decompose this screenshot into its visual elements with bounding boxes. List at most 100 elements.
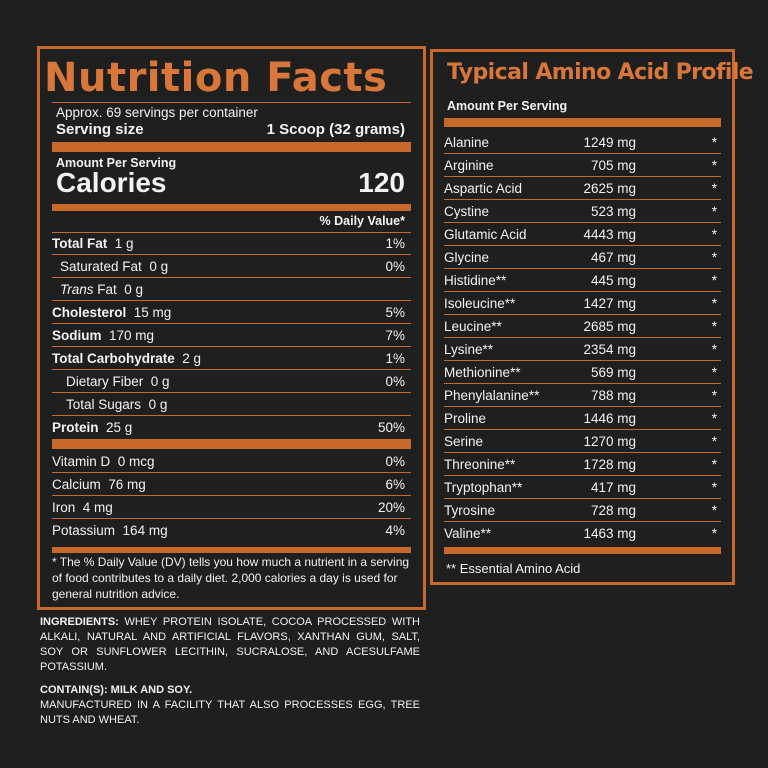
ingredients-text: WHEY PROTEIN ISOLATE, COCOA PROCESSED WI… [40, 616, 420, 673]
nutrient-name: Total Sugars [66, 397, 142, 412]
nutrient-amount: 25 g [106, 420, 133, 435]
amino-acid-row: Methionine** 569 mg * [444, 361, 721, 384]
amino-acid-row: Arginine 705 mg * [444, 154, 721, 177]
nutrient-row: Sodium 170 mg 7% [52, 324, 411, 347]
row-divider [52, 472, 411, 473]
amino-acid-dv-mark: * [711, 342, 717, 357]
amount-per-serving: Amount Per Serving [56, 156, 177, 170]
amino-acid-dv-mark: * [711, 457, 717, 472]
nutrient-label: Cholesterol 15 mg [52, 305, 171, 320]
amino-acid-name: Histidine** [444, 273, 507, 288]
amino-acid-row: Glycine 467 mg * [444, 246, 721, 269]
amino-acid-name: Tyrosine [444, 503, 496, 518]
amino-acid-name: Arginine [444, 158, 494, 173]
amino-acid-row: Leucine** 2685 mg * [444, 315, 721, 338]
nutrient-daily-value: 0% [385, 374, 405, 389]
nutrient-daily-value: 1% [385, 351, 405, 366]
row-divider [52, 518, 411, 519]
amino-acid-row: Glutamic Acid 4443 mg * [444, 223, 721, 246]
amino-acid-panel: Typical Amino Acid Profile Amount Per Se… [430, 49, 754, 585]
row-divider [444, 452, 721, 453]
row-divider [444, 475, 721, 476]
ingredients-paragraph: INGREDIENTS: WHEY PROTEIN ISOLATE, COCOA… [40, 615, 420, 675]
medium-divider [444, 547, 721, 554]
serving-size-label: Serving size [56, 121, 144, 138]
nutrient-label: Total Fat 1 g [52, 236, 134, 251]
vitamin-label: Potassium 164 mg [52, 523, 168, 538]
row-divider [444, 153, 721, 154]
vitamin-amount: 4 mg [82, 500, 113, 515]
nutrient-daily-value: 50% [377, 420, 405, 435]
amino-acid-amount: 569 mg [590, 365, 636, 380]
essential-amino-footnote: ** Essential Amino Acid [446, 561, 581, 576]
nutrient-row: Cholesterol 15 mg 5% [52, 301, 411, 324]
nutrient-row: Total Fat 1 g 1% [52, 232, 411, 255]
amino-acid-name: Cystine [444, 204, 490, 219]
amino-acid-amount: 2625 mg [583, 181, 636, 196]
row-divider [52, 495, 411, 496]
nutrient-row: Protein 25 g 50% [52, 416, 411, 439]
row-divider [444, 337, 721, 338]
row-divider [52, 392, 411, 393]
amino-acid-amount: 523 mg [590, 204, 636, 219]
row-divider [444, 406, 721, 407]
nutrient-row: Dietary Fiber 0 g 0% [52, 370, 411, 393]
amino-acid-row: Histidine** 445 mg * [444, 269, 721, 292]
amino-acid-amount: 445 mg [590, 273, 636, 288]
row-divider [52, 323, 411, 324]
amino-acid-dv-mark: * [711, 411, 717, 426]
amino-acid-name: Lysine** [444, 342, 494, 357]
vitamin-daily-value: 20% [377, 500, 405, 515]
nutrient-label: Sodium 170 mg [52, 328, 154, 343]
amino-acid-row: Isoleucine** 1427 mg * [444, 292, 721, 315]
vitamin-amount: 0 mcg [117, 454, 155, 469]
vitamin-name: Vitamin D [52, 454, 111, 469]
row-divider [444, 314, 721, 315]
vitamin-daily-value: 6% [385, 477, 405, 492]
vitamin-daily-value: 0% [385, 454, 405, 469]
vitamin-label: Iron 4 mg [52, 500, 113, 515]
row-divider [444, 199, 721, 200]
amino-acid-name: Proline [444, 411, 487, 426]
nutrient-amount: 15 mg [133, 305, 172, 320]
contains-allergens: CONTAIN(S): MILK AND SOY. [40, 684, 193, 696]
amino-acid-dv-mark: * [711, 204, 717, 219]
nutrient-row: Saturated Fat 0 g 0% [52, 255, 411, 278]
nutrition-facts-panel: Nutrition Facts Approx. 69 servings per … [37, 46, 426, 610]
row-divider [444, 222, 721, 223]
amino-acid-row: Lysine** 2354 mg * [444, 338, 721, 361]
amino-acid-amount: 1427 mg [583, 296, 636, 311]
medium-divider [52, 547, 411, 553]
servings-per-container: Approx. 69 servings per container [56, 105, 258, 120]
row-divider [444, 291, 721, 292]
nutrient-row: Trans Fat 0 g [52, 278, 411, 301]
amino-acid-amount: 2685 mg [583, 319, 636, 334]
amino-acid-dv-mark: * [711, 227, 717, 242]
amino-acid-name: Glycine [444, 250, 490, 265]
amino-acid-amount: 728 mg [590, 503, 636, 518]
nutrient-label: Saturated Fat 0 g [52, 259, 168, 274]
vitamin-row: Potassium 164 mg 4% [52, 519, 411, 542]
amino-acid-row: Tryptophan** 417 mg * [444, 476, 721, 499]
amino-acid-name: Isoleucine** [444, 296, 516, 311]
nutrient-amount: 0 g [149, 259, 169, 274]
nutrient-row: Total Sugars 0 g [52, 393, 411, 416]
row-divider [444, 521, 721, 522]
amino-acid-dv-mark: * [711, 250, 717, 265]
row-divider [52, 415, 411, 416]
vitamin-row: Iron 4 mg 20% [52, 496, 411, 519]
amino-acid-row: Serine 1270 mg * [444, 430, 721, 453]
amino-acid-name: Phenylalanine** [444, 388, 540, 403]
amino-acid-name: Leucine** [444, 319, 502, 334]
nutrient-name: Protein [52, 420, 99, 435]
amino-acid-amount: 788 mg [590, 388, 636, 403]
amino-acid-dv-mark: * [711, 503, 717, 518]
vitamin-name: Iron [52, 500, 76, 515]
amino-acid-amount: 1463 mg [583, 526, 636, 541]
thick-divider [52, 142, 411, 152]
row-divider [444, 245, 721, 246]
amino-acid-dv-mark: * [711, 480, 717, 495]
amino-acid-dv-mark: * [711, 526, 717, 541]
nutrient-daily-value: 7% [385, 328, 405, 343]
divider [52, 232, 411, 233]
